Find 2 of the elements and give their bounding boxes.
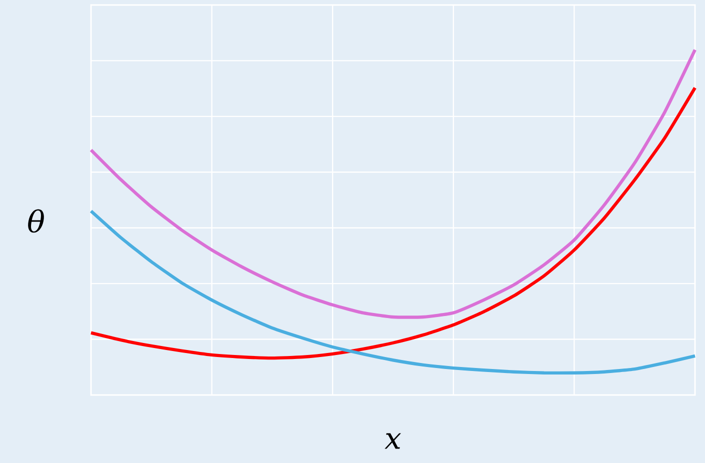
y-axis-title: θ (28, 209, 44, 233)
x-axis-title: x (384, 433, 401, 449)
